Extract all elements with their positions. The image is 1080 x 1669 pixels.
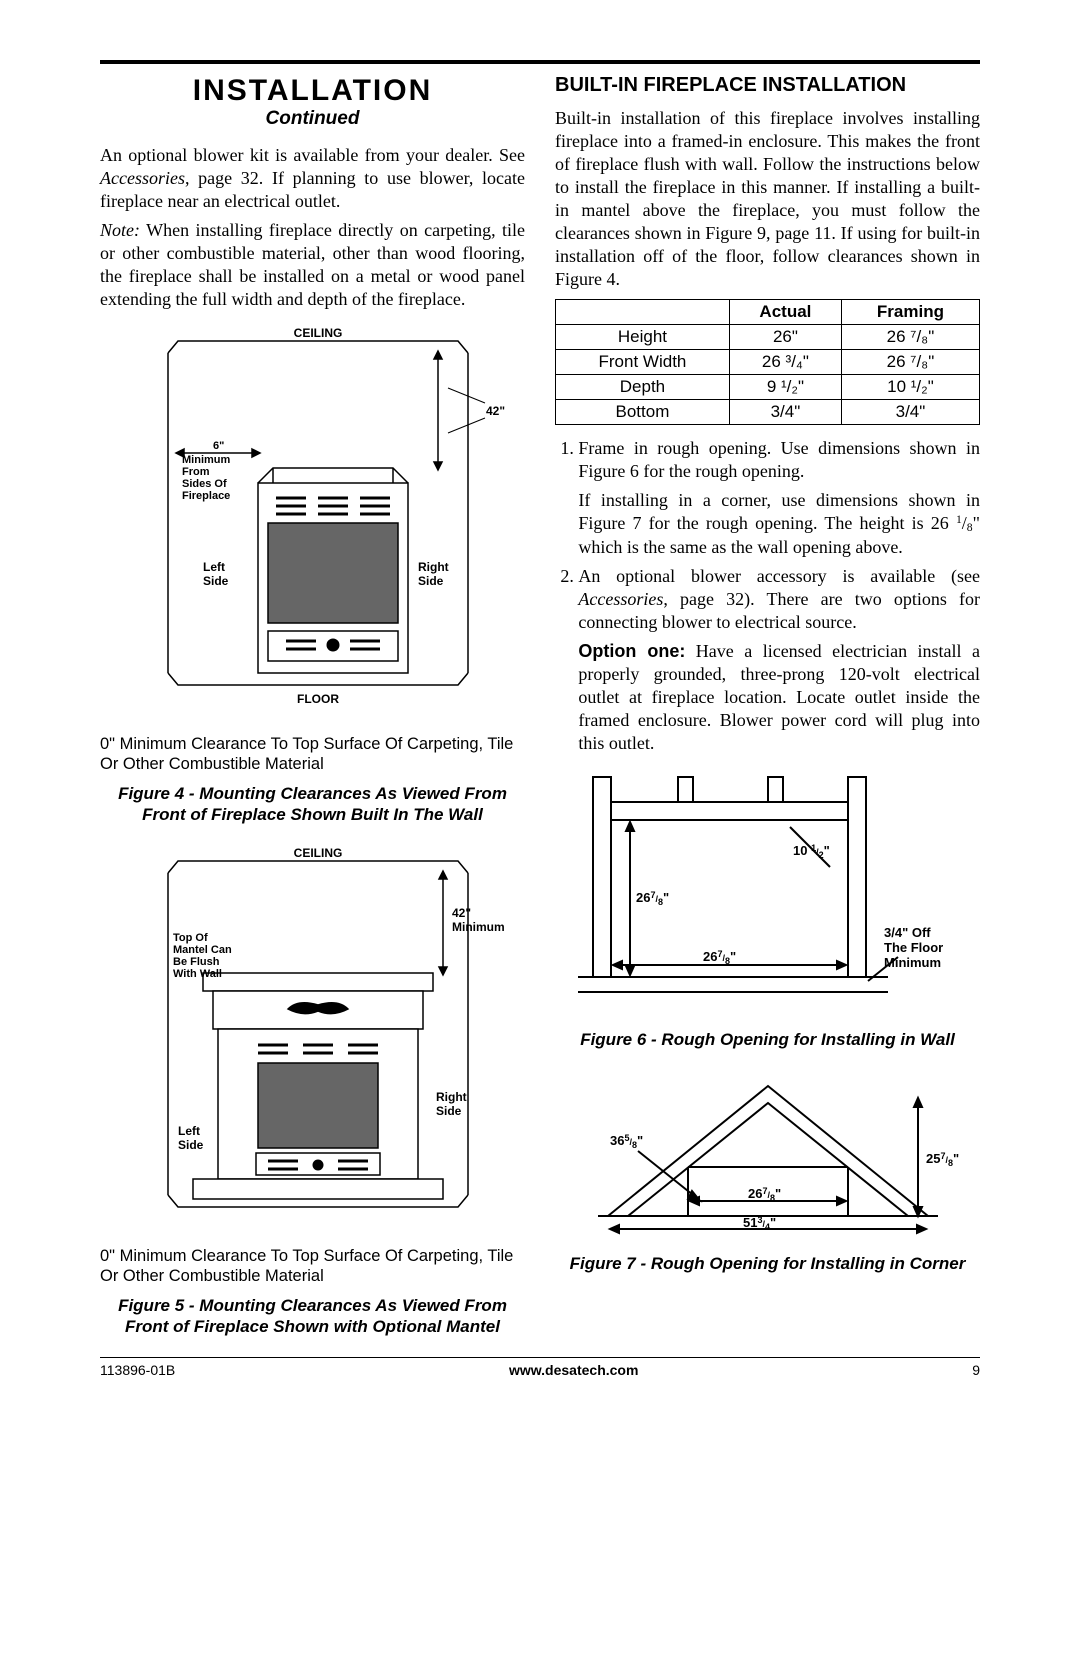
svg-text:FLOOR: FLOOR xyxy=(297,692,339,706)
li1-text: Frame in rough opening. Use dimensions s… xyxy=(578,438,980,481)
left-column: INSTALLATION Continued An optional blowe… xyxy=(100,74,525,1337)
page-footer: 113896-01B www.desatech.com 9 xyxy=(100,1358,980,1378)
note-paragraph: Note: When installing fireplace directly… xyxy=(100,219,525,311)
svg-text:CEILING: CEILING xyxy=(293,846,342,860)
footer-page-number: 9 xyxy=(972,1362,980,1378)
list-item-1: Frame in rough opening. Use dimensions s… xyxy=(578,437,980,559)
cell: 3/4" xyxy=(841,400,979,425)
li2-option-one: Option one: Have a licensed electrician … xyxy=(578,640,980,755)
page-title: INSTALLATION xyxy=(100,74,525,108)
cell: 26 ⁷/₈" xyxy=(841,350,979,375)
svg-text:42" Minimum: 42" Minimum xyxy=(452,906,505,934)
figure-4-note: 0" Minimum Clearance To Top Surface Of C… xyxy=(100,735,525,775)
table-row: Depth 9 ¹/₂" 10 ¹/₂" xyxy=(556,375,980,400)
svg-text:Right Side: Right Side xyxy=(436,1090,470,1118)
cell: 10 ¹/₂" xyxy=(841,375,979,400)
th-framing: Framing xyxy=(841,300,979,325)
svg-text:Left Side: Left Side xyxy=(178,1124,204,1152)
cell: Height xyxy=(556,325,730,350)
table-header-row: Actual Framing xyxy=(556,300,980,325)
table-row: Front Width 26 ³/₄" 26 ⁷/₈" xyxy=(556,350,980,375)
cell: 9 ¹/₂" xyxy=(729,375,841,400)
fraction: 1/8 xyxy=(956,513,973,533)
table-row: Bottom 3/4" 3/4" xyxy=(556,400,980,425)
figure-7-caption: Figure 7 - Rough Opening for Installing … xyxy=(555,1253,980,1274)
svg-text:Right Side: Right Side xyxy=(418,560,452,588)
th-actual: Actual xyxy=(729,300,841,325)
subtitle-continued: Continued xyxy=(100,108,525,130)
svg-text:Left Side: Left Side xyxy=(203,560,229,588)
svg-text:6" Minimum Fro: 6" Minimum From Sides Of Fireplace xyxy=(182,440,233,502)
svg-text:10 1/2": 10 1/2" xyxy=(793,843,830,860)
frac-n: 1 xyxy=(956,514,962,527)
th-blank xyxy=(556,300,730,325)
svg-text:42" Minimum: 42" Minimum xyxy=(486,404,508,418)
cell: Depth xyxy=(556,375,730,400)
cell: Bottom xyxy=(556,400,730,425)
accessories-ref: Accessories xyxy=(100,168,185,188)
right-column: BUILT-IN FIREPLACE INSTALLATION Built-in… xyxy=(555,74,980,1337)
cell: 26 ³/₄" xyxy=(729,350,841,375)
blower-text-1: An optional blower kit is available from… xyxy=(100,145,525,165)
li2a-pre: An optional blower accessory is availabl… xyxy=(578,566,980,586)
svg-text:257/8": 257/8" xyxy=(926,1151,959,1168)
builtin-heading: BUILT-IN FIREPLACE INSTALLATION xyxy=(555,74,980,97)
figure-5-diagram: CEILING Top Of Mantel Can Be Flush With … xyxy=(118,845,508,1235)
two-column-layout: INSTALLATION Continued An optional blowe… xyxy=(100,74,980,1337)
svg-text:365/8": 365/8" xyxy=(610,1133,643,1150)
figure-6-diagram: 10 1/2" 267/8" 267/8" 3/4" Off The Floor… xyxy=(568,767,968,1017)
figure-6-caption: Figure 6 - Rough Opening for Installing … xyxy=(555,1029,980,1050)
cell: 26" xyxy=(729,325,841,350)
svg-text:267/8": 267/8" xyxy=(703,949,736,966)
svg-text:CEILING: CEILING xyxy=(293,326,342,340)
top-rule xyxy=(100,60,980,64)
table-row: Height 26" 26 ⁷/₈" xyxy=(556,325,980,350)
cell: 3/4" xyxy=(729,400,841,425)
footer-doc-number: 113896-01B xyxy=(100,1362,175,1378)
figure-5-caption: Figure 5 - Mounting Clearances As Viewed… xyxy=(100,1295,525,1338)
dimensions-table: Actual Framing Height 26" 26 ⁷/₈" Front … xyxy=(555,299,980,425)
list-item-2: An optional blower accessory is availabl… xyxy=(578,565,980,755)
figure-4-caption: Figure 4 - Mounting Clearances As Viewed… xyxy=(100,783,525,826)
note-label: Note: xyxy=(100,220,140,240)
cell: Front Width xyxy=(556,350,730,375)
builtin-intro: Built-in installation of this fireplace … xyxy=(555,107,980,291)
cell: 26 ⁷/₈" xyxy=(841,325,979,350)
footer-url: www.desatech.com xyxy=(509,1362,638,1378)
li1-corner-para: If installing in a corner, use dimension… xyxy=(578,489,980,559)
figure-7-diagram: 365/8" 257/8" 267/8" 513/4" xyxy=(568,1071,968,1241)
blower-paragraph: An optional blower kit is available from… xyxy=(100,144,525,213)
note-text: When installing fireplace directly on ca… xyxy=(100,220,525,309)
li1b-pre: If installing in a corner, use dimension… xyxy=(578,490,980,533)
option-one-label: Option one: xyxy=(578,641,685,661)
figure-5-note: 0" Minimum Clearance To Top Surface Of C… xyxy=(100,1247,525,1287)
figure-4-diagram: CEILING 42" Minimum 6" Minimum From Side… xyxy=(118,323,508,723)
svg-text:3/4" Off The Floor: 3/4" Off The Floor Minimum xyxy=(884,925,947,970)
instruction-list: Frame in rough opening. Use dimensions s… xyxy=(578,437,980,755)
li2a-ital: Accessories xyxy=(578,589,663,609)
svg-text:267/8": 267/8" xyxy=(636,890,669,907)
